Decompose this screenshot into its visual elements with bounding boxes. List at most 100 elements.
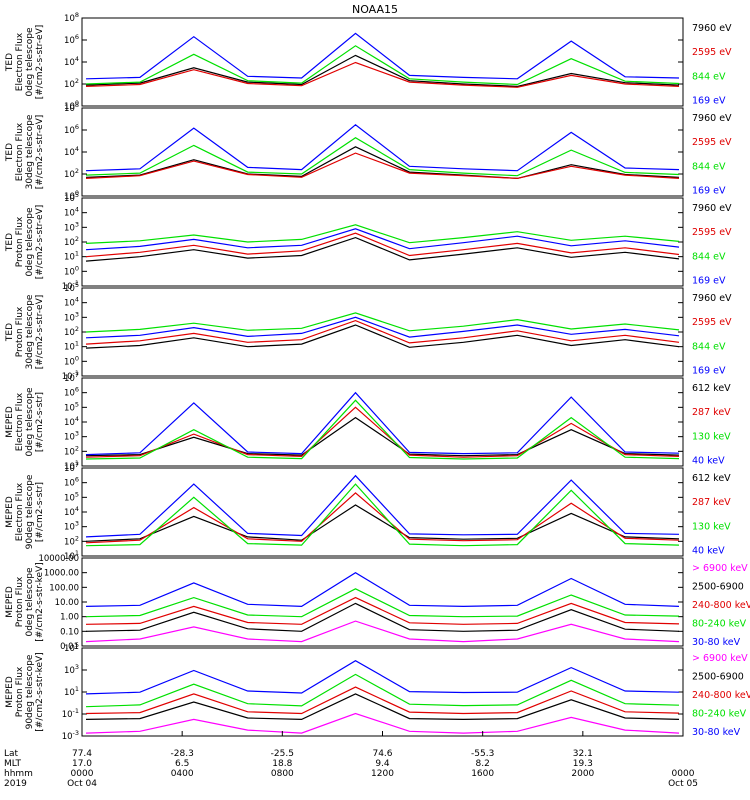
- series-line: [85, 673, 680, 708]
- y-tick-label: 100.00: [49, 583, 79, 593]
- panel-6: MEPED Electron Flux 90deg telescope [#/cm2-…: [5, 461, 731, 562]
- x-tick-label: 0800: [271, 769, 294, 779]
- y-axis-label-line: MEPED: [5, 586, 15, 618]
- legend-entry: 30-80 keV: [692, 637, 741, 648]
- y-axis-label-line: TED: [5, 53, 15, 72]
- x-tick-label: -28.3: [171, 749, 194, 759]
- y-tick-label: 10-1: [62, 707, 79, 720]
- series-line: [85, 693, 680, 721]
- series-line: [85, 316, 680, 339]
- y-axis-label-line: 30deg telescope: [25, 114, 35, 189]
- x-tick-label: 6.5: [175, 759, 189, 769]
- y-axis-label-line: [#/cm2-s-str-eV]: [35, 295, 45, 370]
- panel-2: TED Electron Flux 30deg telescope [#/cm2-s-…: [5, 101, 732, 202]
- legend-entry: 2595 eV: [692, 227, 732, 238]
- x-tick-label: 9.4: [375, 759, 390, 769]
- series-line: [85, 504, 680, 542]
- series-line: [85, 391, 680, 456]
- y-tick-label: 101: [64, 685, 79, 698]
- y-tick-label: 103: [64, 430, 79, 443]
- series-line: [85, 571, 680, 608]
- legend-entry: 169 eV: [692, 366, 726, 377]
- legend-entry: 80-240 keV: [692, 619, 747, 630]
- y-tick-label: 105: [64, 641, 79, 654]
- y-axis-label-line: 30deg telescope: [25, 294, 35, 369]
- y-axis-label-line: Proton Flux: [15, 216, 25, 267]
- y-axis-label-line: [#/cm2-s-str-eV]: [35, 115, 45, 190]
- y-tick-label: 106: [64, 386, 79, 399]
- y-tick-label: 105: [64, 490, 79, 503]
- y-tick-label: 10-1: [62, 279, 79, 292]
- series-line: [85, 228, 680, 251]
- series-line: [85, 136, 680, 177]
- legend-entry: 844 eV: [692, 161, 726, 172]
- y-axis-label-line: Electron Flux: [15, 482, 25, 541]
- y-axis-label-line: 90deg telescope: [25, 654, 35, 729]
- y-axis-label-line: Electron Flux: [15, 32, 25, 91]
- x-row-label: hhmm: [4, 769, 33, 779]
- series-line: [85, 146, 680, 180]
- y-tick-label: 10.00: [55, 598, 79, 608]
- series-line: [85, 152, 680, 180]
- panel-8: MEPED Proton Flux 90deg telescope [#/cm2-s-…: [5, 641, 750, 742]
- legend-entry: 7960 eV: [692, 203, 732, 214]
- series-line: [85, 54, 680, 88]
- y-tick-label: 103: [64, 310, 79, 323]
- series-line: [85, 32, 680, 80]
- legend-entry: 2500-6900: [692, 672, 744, 683]
- y-tick-label: 10-3: [62, 729, 79, 742]
- y-axis-label-line: TED: [5, 323, 15, 342]
- x-row-label: Lat: [4, 749, 19, 759]
- x-tick-label: 0400: [171, 769, 194, 779]
- y-tick-label: 104: [64, 55, 79, 68]
- x-tick-label: 77.4: [72, 749, 92, 759]
- y-axis-label-line: TED: [5, 233, 15, 252]
- x-tick-label: 2000: [571, 769, 594, 779]
- legend-entry: 130 keV: [692, 431, 731, 442]
- series-line: [85, 124, 680, 172]
- series-line: [85, 416, 680, 457]
- x-row-label: MLT: [4, 759, 22, 769]
- y-tick-label: 103: [64, 663, 79, 676]
- x-tick-label: 0000: [71, 769, 94, 779]
- y-tick-label: 102: [64, 325, 79, 338]
- y-tick-label: 100: [64, 264, 79, 277]
- y-tick-label: 108: [64, 101, 79, 114]
- x-tick-label: -25.5: [271, 749, 294, 759]
- y-tick-label: 102: [64, 534, 79, 547]
- panel-7: MEPED Proton Flux 0deg telescope [#/cm2-s-s…: [5, 554, 750, 652]
- legend-entry: 169 eV: [692, 276, 726, 287]
- y-tick-label: 106: [64, 123, 79, 136]
- series-line: [85, 602, 680, 632]
- panel-5: MEPED Electron Flux 0deg telescope [#/cm2-s…: [5, 371, 731, 472]
- x-tick-label: 17.0: [72, 759, 92, 769]
- y-axis-label-line: Electron Flux: [15, 122, 25, 181]
- y-axis-label-line: 0deg telescope: [25, 207, 35, 277]
- legend-entry: 40 keV: [692, 456, 725, 467]
- series-line: [85, 596, 680, 625]
- y-tick-label: 102: [64, 77, 79, 90]
- y-axis-label-line: Electron Flux: [15, 392, 25, 451]
- legend-entry: 30-80 keV: [692, 727, 741, 738]
- series-line: [85, 319, 680, 345]
- x-tick-label: 32.1: [573, 749, 593, 759]
- series-line: [85, 406, 680, 458]
- x-tick-label: Oct 04: [67, 779, 97, 789]
- y-tick-label: 100: [64, 189, 79, 202]
- series-line: [85, 492, 680, 544]
- panel-frame: [81, 107, 684, 197]
- legend-entry: 2595 eV: [692, 47, 732, 58]
- y-axis-label-line: TED: [5, 143, 15, 162]
- legend-entry: 240-800 keV: [692, 600, 750, 611]
- y-tick-label: 105: [64, 191, 79, 204]
- series-line: [85, 399, 680, 460]
- legend-entry: 169 eV: [692, 96, 726, 107]
- legend-entry: 240-800 keV: [692, 690, 750, 701]
- y-tick-label: 0.10: [60, 627, 79, 637]
- y-axis-label-line: Proton Flux: [15, 666, 25, 717]
- y-axis-label-line: Proton Flux: [15, 306, 25, 357]
- y-tick-label: 104: [64, 505, 79, 518]
- y-tick-label: 100: [64, 354, 79, 367]
- y-tick-label: 1.00: [60, 613, 79, 623]
